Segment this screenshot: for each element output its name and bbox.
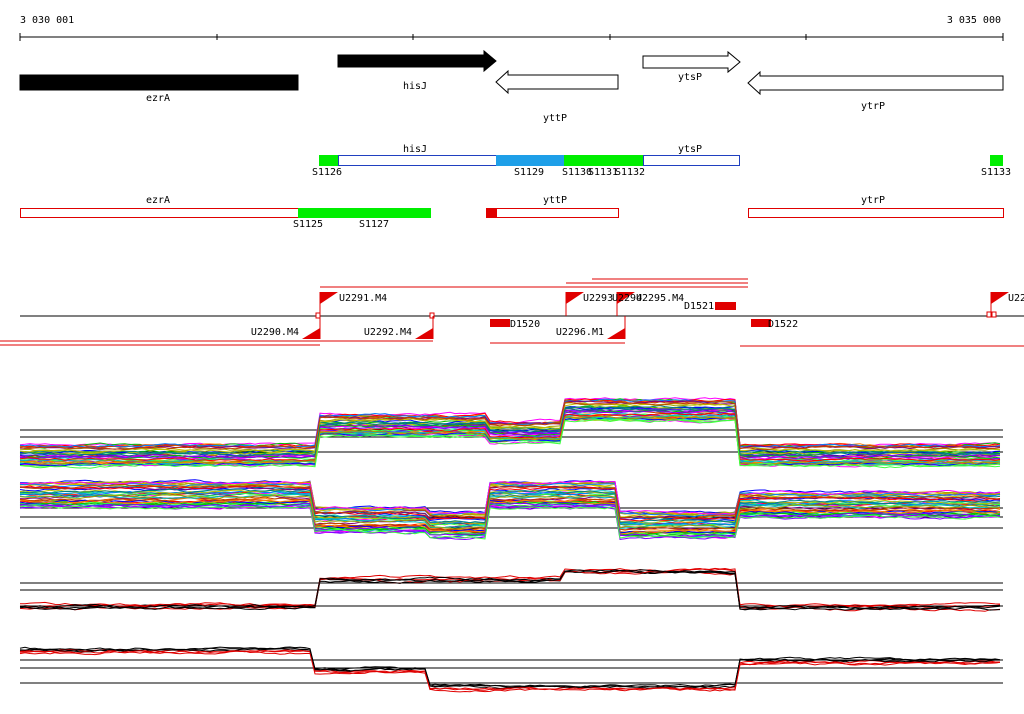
trace <box>19 569 1000 609</box>
segment-gene: ezrA <box>146 195 170 206</box>
genes <box>19 49 1004 96</box>
marker-label: U2293 <box>583 293 613 304</box>
trace <box>19 412 1001 462</box>
segment-gene: ytsP <box>678 144 702 155</box>
marker-label: U2296.M1 <box>556 327 604 338</box>
trace <box>19 402 1001 453</box>
segment-label: S1133 <box>981 167 1011 178</box>
trace <box>20 502 1001 538</box>
segments-top <box>319 155 1003 166</box>
scale <box>19 33 1004 41</box>
trace <box>19 504 1001 540</box>
trace <box>19 410 1001 461</box>
trace <box>19 479 1001 515</box>
segment-label: S1129 <box>514 167 544 178</box>
segment-label: S1131 <box>588 167 618 178</box>
marker-label: U2294 <box>612 293 642 304</box>
markers <box>0 278 1024 347</box>
trace <box>19 407 1001 457</box>
trace <box>19 398 1001 448</box>
gene-label: ezrA <box>146 93 170 104</box>
segment-gene: hisJ <box>403 144 427 155</box>
scale-end: 3 035 000 <box>947 15 1001 26</box>
trace <box>19 409 1001 460</box>
trace <box>20 488 1001 524</box>
trace <box>19 402 1001 453</box>
trace <box>19 494 1001 530</box>
trace <box>19 499 1001 535</box>
trace <box>19 418 1001 469</box>
marker-label: U2292.M4 <box>364 327 412 338</box>
scale-start: 3 030 001 <box>20 15 74 26</box>
marker-label: U22 <box>1008 293 1024 304</box>
segment-label: S1132 <box>615 167 645 178</box>
trace <box>19 649 1001 691</box>
gene-label: ytrP <box>861 101 885 112</box>
segment-label: S1125 <box>293 219 323 230</box>
gene-label: yttP <box>543 113 567 124</box>
segment-gene: yttP <box>543 195 567 206</box>
trace <box>19 483 1001 520</box>
trace <box>19 500 1001 537</box>
trace <box>19 646 1001 689</box>
marker-label: U2290.M4 <box>251 327 299 338</box>
trace <box>19 480 1001 517</box>
trace <box>19 650 1001 693</box>
expression-traces <box>19 397 1003 693</box>
trace <box>19 567 1001 607</box>
trace <box>20 480 1001 515</box>
segment-label: S1126 <box>312 167 342 178</box>
segments-bottom <box>20 208 1004 218</box>
block-label: D1521 <box>684 301 714 312</box>
block-label: D1522 <box>768 319 798 330</box>
trace <box>19 401 1001 451</box>
segment-gene: ytrP <box>861 195 885 206</box>
trace <box>19 568 1001 609</box>
segment-label: S1127 <box>359 219 389 230</box>
trace <box>19 415 1001 466</box>
marker-label: U2295.M4 <box>636 293 684 304</box>
block-label: D1520 <box>510 319 540 330</box>
gene-label: ytsP <box>678 72 702 83</box>
marker-label: U2291.M4 <box>339 293 387 304</box>
trace <box>19 417 1001 467</box>
segment-label: S1130 <box>562 167 592 178</box>
trace <box>19 648 1001 691</box>
gene-label: hisJ <box>403 81 427 92</box>
